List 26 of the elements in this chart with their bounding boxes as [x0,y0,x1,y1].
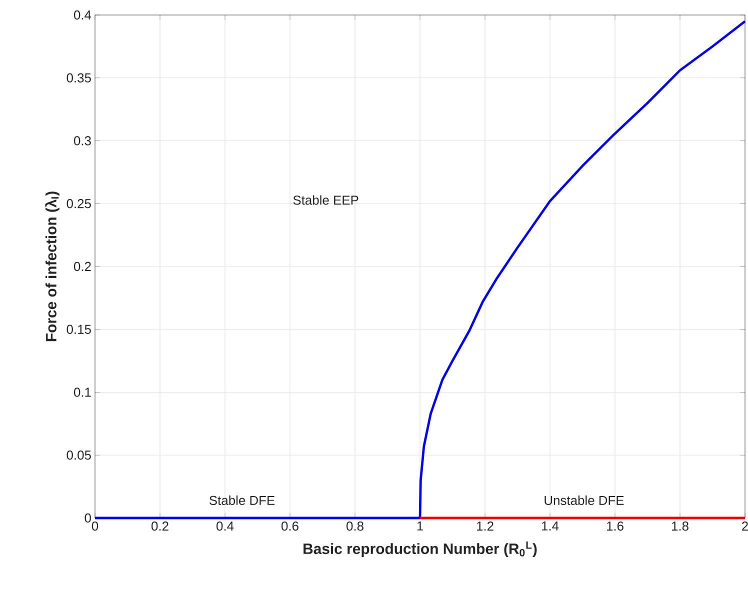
y-tick-label: 0.05 [66,450,91,460]
x-tick-label: 1 [417,522,423,530]
x-tick-label: 0.6 [282,522,298,531]
y-tick-label: 0.1 [74,388,91,397]
x-tick-label: 0.8 [346,522,364,531]
x-axis-title: Basic reproduction Number (R$_{0}$$^{L}$) [304,542,537,558]
annotation: Stable EEP [293,195,358,205]
y-axis-title: Force of infection (λ$_{I}$) [45,192,60,342]
line-series [94,20,746,520]
y-tick-label: 0 [84,513,91,523]
x-tick-label: 2 [742,522,748,531]
x-tick-label: 0 [92,522,98,531]
x-tick-label: 1.4 [542,522,559,530]
x-tick-label: 1.2 [476,522,494,531]
annotation: Unstable DFE [544,495,624,505]
x-tick-label: 1.8 [672,522,688,531]
x-tick-label: 0.4 [216,522,234,531]
y-tick-label: 0.2 [74,262,91,272]
y-tick-label: 0.35 [66,73,91,82]
x-tick-label: 0.2 [152,522,168,531]
y-tick-label: 0.15 [66,324,91,334]
y-tick-label: 0.25 [66,199,91,208]
x-tick-label: 1.6 [606,522,624,531]
y-tick-label: 0.4 [74,10,92,20]
annotation: Stable DFE [210,495,275,505]
y-tick-label: 0.3 [74,136,91,146]
